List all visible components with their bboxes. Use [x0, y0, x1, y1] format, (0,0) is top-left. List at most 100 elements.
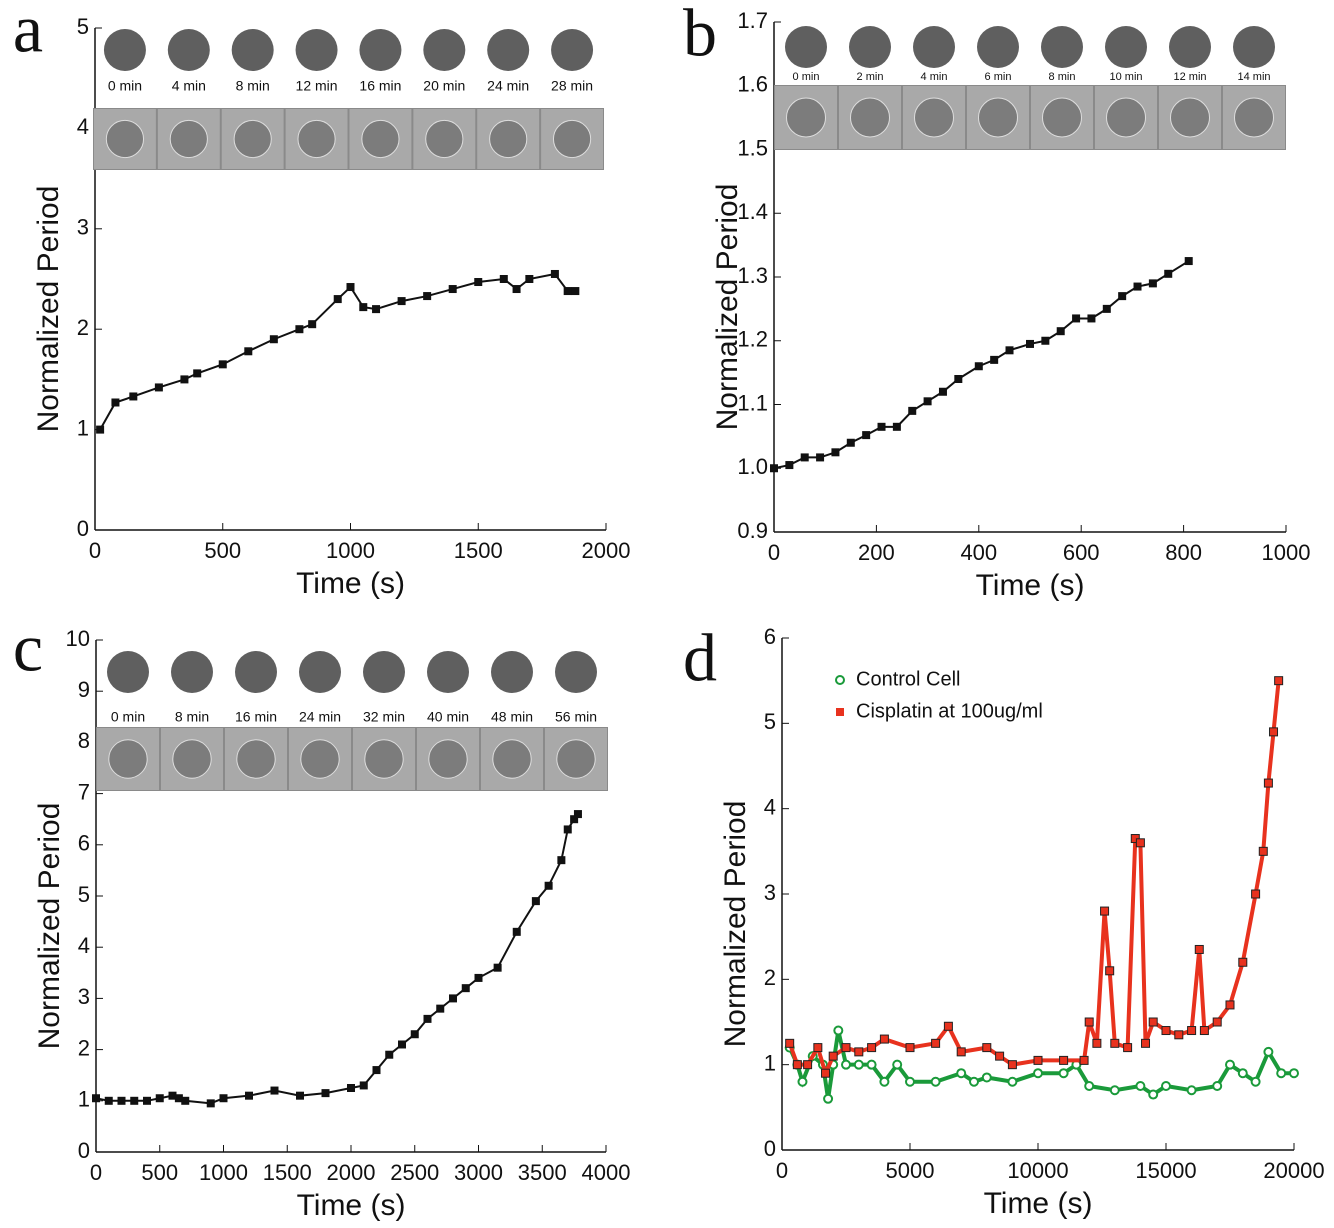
x-tick-label: 0 — [776, 1158, 788, 1183]
series-line — [95, 813, 579, 1105]
marker — [461, 984, 470, 993]
marker — [423, 292, 432, 301]
x-tick-label: 2000 — [327, 1160, 376, 1185]
time-label: 56 min — [555, 709, 597, 725]
marker — [359, 1081, 368, 1090]
marker — [436, 1004, 445, 1013]
cell-icon — [977, 26, 1019, 68]
marker — [397, 297, 406, 306]
time-label: 40 min — [427, 709, 469, 725]
y-tick-label: 6 — [764, 624, 776, 649]
marker — [269, 335, 278, 344]
time-label: 10 min — [1109, 71, 1142, 83]
y-tick-label: 7 — [78, 779, 90, 804]
marker — [1187, 1026, 1197, 1036]
time-label: 32 min — [363, 709, 405, 725]
cell-image — [786, 97, 826, 138]
y-tick-label: 1.0 — [737, 454, 768, 479]
marker — [270, 1086, 279, 1095]
marker — [1118, 292, 1127, 301]
marker — [244, 347, 253, 356]
marker — [982, 1043, 992, 1053]
x-tick-label: 500 — [204, 538, 241, 563]
cell-icon — [1169, 26, 1211, 68]
y-tick-label: 1 — [77, 415, 89, 440]
marker — [892, 1059, 903, 1070]
cell-image — [364, 739, 404, 779]
y-tick-label: 1.5 — [737, 135, 768, 160]
marker — [785, 1038, 795, 1048]
marker — [816, 453, 825, 462]
marker — [512, 927, 521, 936]
marker — [1225, 1000, 1235, 1010]
marker — [1263, 778, 1273, 788]
marker — [1148, 1089, 1159, 1100]
marker — [573, 810, 582, 819]
marker — [1041, 336, 1050, 345]
marker — [92, 1094, 100, 1103]
marker — [295, 325, 304, 334]
marker — [321, 1089, 330, 1098]
cell-image — [1106, 97, 1146, 138]
marker — [180, 375, 189, 384]
y-tick-label: 1 — [78, 1087, 90, 1112]
y-tick-label: 2 — [78, 1035, 90, 1060]
x-axis-label: Time (s) — [297, 1189, 406, 1222]
cell-icon — [487, 29, 530, 71]
y-tick-label: 0 — [77, 516, 89, 541]
marker — [181, 1096, 190, 1105]
y-axis-label: Normalized Period — [32, 186, 65, 433]
y-tick-label: 8 — [78, 728, 90, 753]
cell-icon — [913, 26, 955, 68]
y-tick-label: 2 — [764, 965, 776, 990]
cell-image — [978, 97, 1018, 138]
cell-icon — [235, 651, 277, 693]
marker — [1135, 1081, 1146, 1091]
marker — [1141, 1038, 1151, 1048]
y-tick-label: 5 — [78, 882, 90, 907]
time-label: 20 min — [423, 78, 465, 94]
y-tick-label: 4 — [764, 794, 776, 819]
x-tick-label: 20000 — [1263, 1158, 1324, 1183]
marker — [296, 1091, 304, 1100]
x-tick-label: 0 — [89, 538, 101, 563]
cell-icon — [299, 651, 341, 693]
marker — [866, 1059, 877, 1070]
y-tick-label: 1.3 — [737, 263, 768, 288]
marker — [943, 1021, 953, 1031]
x-tick-label: 10000 — [1007, 1158, 1068, 1183]
marker — [372, 305, 381, 314]
marker — [770, 464, 778, 473]
cell-icon — [295, 29, 338, 71]
marker — [854, 1047, 864, 1057]
marker — [174, 1094, 183, 1103]
marker — [423, 1014, 432, 1023]
series-line — [787, 680, 1281, 1079]
cell-icon — [107, 651, 149, 693]
marker — [155, 1094, 164, 1103]
cell-image — [297, 119, 336, 159]
marker — [385, 1050, 394, 1059]
marker — [956, 1068, 967, 1079]
cell-image — [361, 119, 400, 159]
marker — [111, 398, 120, 407]
marker — [841, 1043, 851, 1053]
marker — [1084, 1017, 1094, 1027]
y-tick-label: 0 — [78, 1138, 90, 1163]
marker — [570, 815, 579, 824]
x-tick-label: 1000 — [326, 538, 375, 563]
marker — [908, 406, 917, 415]
marker — [828, 1051, 838, 1061]
marker — [1225, 1059, 1235, 1070]
cell-icon — [555, 651, 597, 693]
marker — [245, 1091, 253, 1100]
marker — [969, 1076, 979, 1087]
marker — [308, 320, 317, 329]
time-label: 0 min — [793, 71, 820, 83]
marker — [1092, 1038, 1102, 1048]
marker — [956, 1047, 966, 1057]
marker — [892, 422, 901, 431]
x-tick-label: 1500 — [454, 538, 503, 563]
marker — [154, 383, 163, 392]
cell-image — [300, 739, 340, 779]
